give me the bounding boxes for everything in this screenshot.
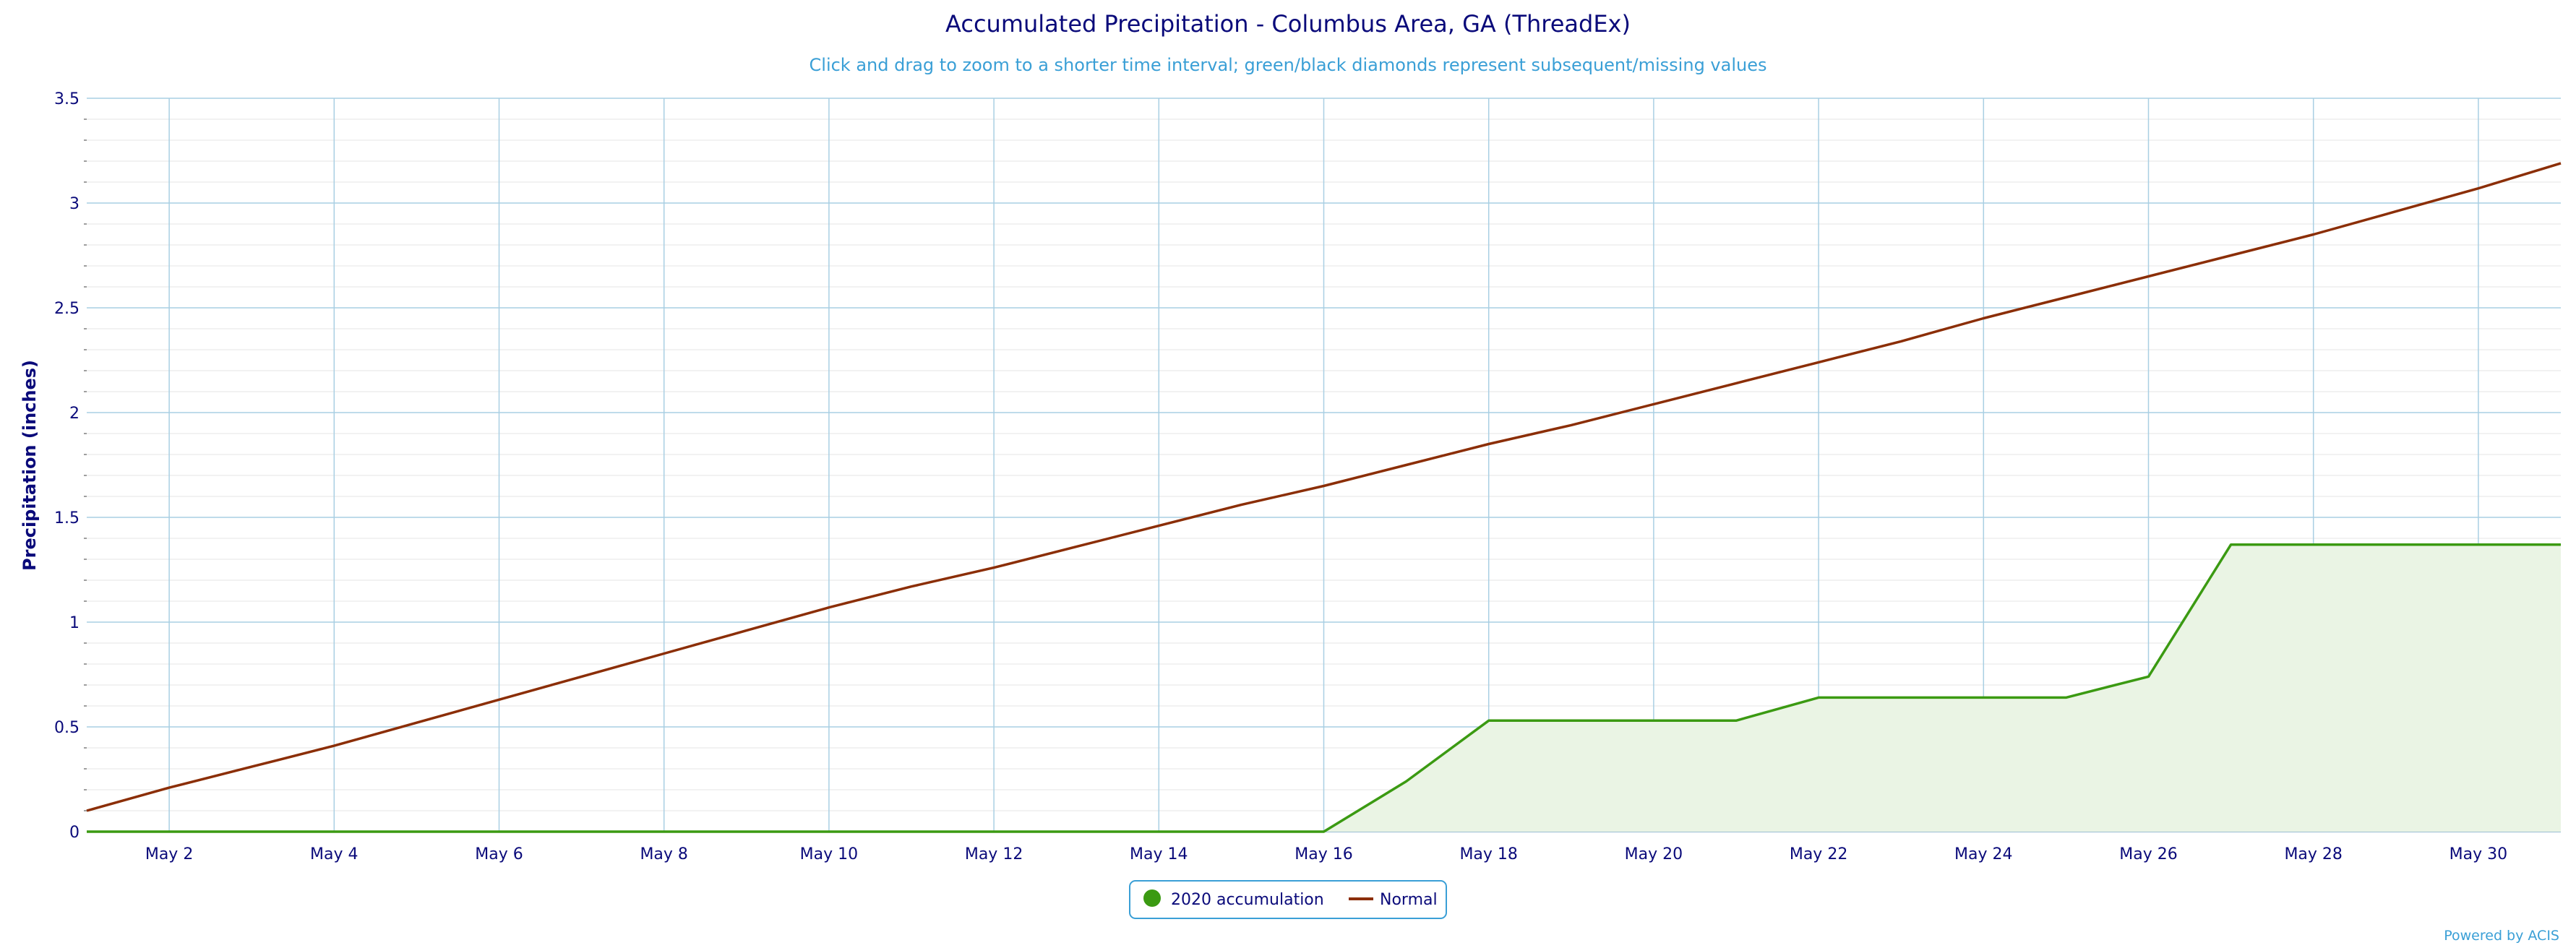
legend-item-normal[interactable]: Normal	[1349, 891, 1438, 909]
y-tick-label: 3.5	[54, 90, 80, 108]
x-tick-label: May 26	[2119, 845, 2177, 863]
series-line-2020-accumulation[interactable]	[87, 543, 2561, 833]
x-tick-label: May 28	[2284, 845, 2342, 863]
legend[interactable]: 2020 accumulation Normal	[1129, 880, 1447, 919]
x-tick-label: May 6	[475, 845, 523, 863]
legend-item-accumulation[interactable]: 2020 accumulation	[1143, 889, 1324, 909]
chart-title: Accumulated Precipitation - Columbus Are…	[945, 10, 1631, 38]
x-tick-label: May 10	[800, 845, 858, 863]
x-tick-label: May 16	[1295, 845, 1352, 863]
y-axis-tick-labels: 0 0.5 1 1.5 2 2.5 3 3.5	[54, 90, 80, 842]
x-tick-label: May 4	[310, 845, 358, 863]
y-tick-label: 2.5	[54, 300, 80, 318]
acis-credit-link[interactable]: Powered by ACIS	[2444, 928, 2559, 944]
x-tick-label: May 20	[1625, 845, 1683, 863]
x-tick-label: May 14	[1130, 845, 1188, 863]
x-tick-label: May 22	[1790, 845, 1847, 863]
x-tick-label: May 12	[965, 845, 1023, 863]
x-tick-label: May 30	[2450, 845, 2507, 863]
legend-normal-label: Normal	[1380, 891, 1438, 909]
x-tick-label: May 18	[1459, 845, 1517, 863]
y-axis-title: Precipitation (inches)	[20, 360, 40, 571]
y-tick-label: 3	[69, 195, 80, 213]
x-tick-label: May 8	[640, 845, 687, 863]
accumulation-area-fill	[87, 544, 2561, 832]
x-axis-tick-labels: May 2 May 4 May 6 May 8 May 10 May 12 May 14 Ma…	[145, 845, 2507, 863]
y-tick-label: 0	[69, 824, 80, 842]
y-tick-label: 2	[69, 405, 80, 423]
y-tick-label: 1	[69, 614, 80, 632]
legend-accumulation-marker	[1143, 889, 1161, 907]
x-tick-label: May 2	[145, 845, 193, 863]
y-tick-label: 0.5	[54, 719, 80, 737]
legend-box	[1129, 880, 1447, 919]
chart-subtitle: Click and drag to zoom to a shorter time…	[810, 55, 1767, 75]
y-tick-label: 1.5	[54, 509, 80, 527]
legend-accumulation-label: 2020 accumulation	[1171, 891, 1324, 909]
y-minor-ticks	[84, 118, 87, 811]
plot-area[interactable]	[86, 162, 2562, 833]
x-tick-label: May 24	[1954, 845, 2012, 863]
series-line-normal[interactable]	[86, 162, 2562, 812]
